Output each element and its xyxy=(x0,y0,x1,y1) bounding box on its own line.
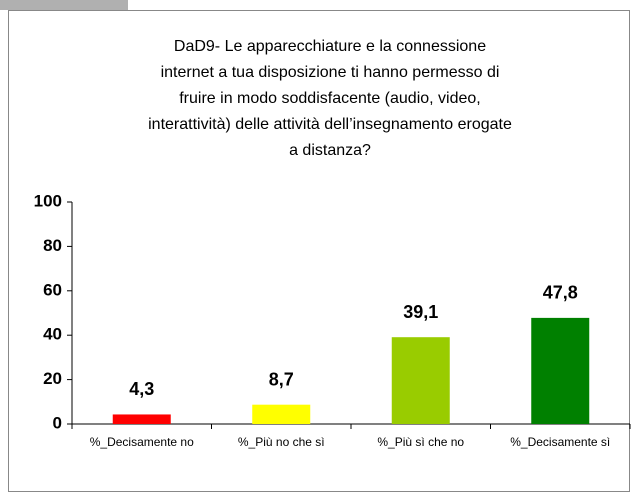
chart-title: internet a tua disposizione ti hanno per… xyxy=(161,64,500,81)
bar xyxy=(252,404,311,424)
x-tick-label: %_Decisamente no xyxy=(89,435,194,449)
y-tick-label: 80 xyxy=(43,236,62,255)
value-label: 39,1 xyxy=(403,302,438,322)
bar xyxy=(112,414,171,424)
x-tick-label: %_Decisamente sì xyxy=(510,435,611,449)
x-tick-label: %_Più sì che no xyxy=(377,435,465,449)
chart-title: a distanza? xyxy=(289,142,371,159)
y-tick-label: 40 xyxy=(43,325,62,344)
y-tick-label: 100 xyxy=(34,191,62,210)
value-label: 47,8 xyxy=(543,283,578,303)
y-tick-label: 0 xyxy=(53,413,62,432)
bar xyxy=(531,317,590,424)
y-tick-label: 20 xyxy=(43,369,62,388)
value-label: 8,7 xyxy=(269,369,294,389)
bar xyxy=(391,337,450,424)
value-label: 4,3 xyxy=(129,379,154,399)
chart-border xyxy=(8,10,630,492)
chart-title: interattività) delle attività dell’inseg… xyxy=(148,116,512,133)
chart-title: DaD9- Le apparecchiature e la connession… xyxy=(174,38,486,55)
y-tick-label: 60 xyxy=(43,280,62,299)
chart-title: fruire in modo soddisfacente (audio, vid… xyxy=(179,90,481,107)
tab xyxy=(0,0,128,10)
x-tick-label: %_Più no che sì xyxy=(237,435,325,449)
